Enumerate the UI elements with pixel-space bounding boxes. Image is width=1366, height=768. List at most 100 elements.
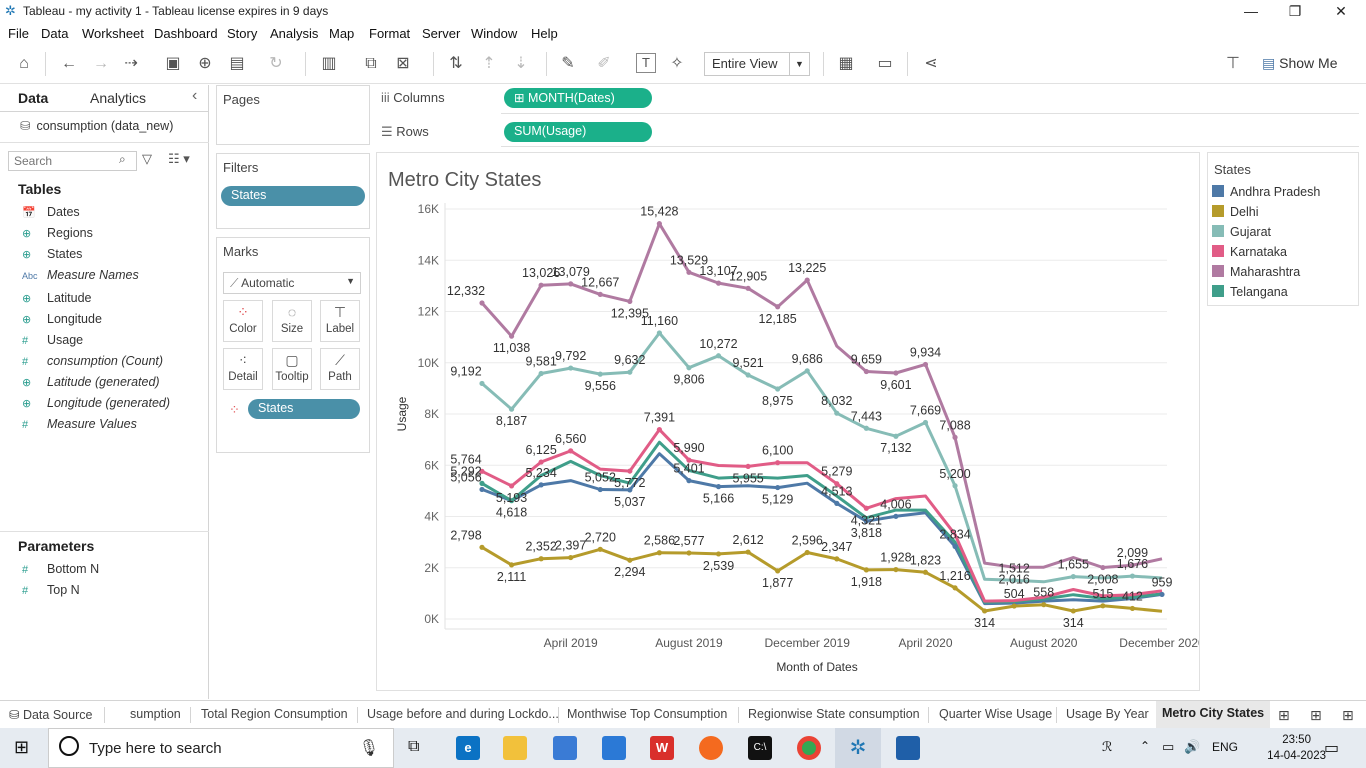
restore-button[interactable]: ❐ [1288, 3, 1302, 19]
new-data-source-icon[interactable]: ⊕ [198, 55, 212, 72]
volume-icon[interactable]: 🔊 [1184, 739, 1201, 754]
pages-card[interactable]: Pages [216, 85, 370, 145]
detail-button[interactable]: ⁖ Detail [223, 348, 263, 390]
sheet-tab[interactable]: sumption [130, 707, 181, 721]
menu-worksheet[interactable]: Worksheet [82, 26, 144, 41]
field-measure-names[interactable]: Abc Measure Names [22, 268, 139, 282]
search-input[interactable] [8, 151, 137, 171]
clock[interactable]: 23:50 14-04-2023 [1267, 732, 1326, 764]
tableau-taskbar-icon[interactable]: ✲ [849, 737, 867, 759]
menu-analysis[interactable]: Analysis [270, 26, 319, 41]
label-button[interactable]: ⊤ Label [320, 300, 360, 342]
file-explorer-icon[interactable] [503, 736, 527, 760]
sheet-tab[interactable]: Total Region Consumption [201, 707, 348, 721]
menu-server[interactable]: Server [422, 26, 461, 41]
field-usage[interactable]: # Usage [22, 333, 84, 347]
legend-item-gujarat[interactable]: Gujarat [1212, 225, 1271, 243]
mark-type-dropdown[interactable]: ⟋ Automatic ▼ [223, 272, 361, 294]
sort-descending-icon[interactable]: ⇣ [514, 55, 528, 72]
legend-item-karnataka[interactable]: Karnataka [1212, 245, 1287, 263]
menu-window[interactable]: Window [471, 26, 518, 41]
taskbar-search[interactable]: Type here to search 🎙 [48, 728, 394, 768]
path-button[interactable]: ⟋ Path [320, 348, 360, 390]
pin-icon[interactable]: ✧ [670, 55, 684, 72]
field-latitude[interactable]: ⊕ Latitude [22, 291, 92, 305]
save-icon[interactable]: ▣ [165, 55, 181, 72]
minimize-button[interactable]: — [1244, 3, 1258, 19]
field-longitude-generated[interactable]: ⊕ Longitude (generated) [22, 396, 171, 410]
menu-story[interactable]: Story [227, 26, 258, 41]
sheet-tab[interactable]: Regionwise State consumption [748, 707, 920, 721]
menu-data[interactable]: Data [41, 26, 69, 41]
replay-icon[interactable]: ⇢ [124, 55, 138, 72]
wps-office-icon[interactable]: W [650, 736, 674, 760]
line-chart[interactable]: Metro City States 0K 2K 4K 6K 8K 10K 12K 14K 16K A… [377, 153, 1205, 690]
filter-icon[interactable]: ▽ [142, 151, 152, 166]
windows-start-icon[interactable]: ⊞ [14, 737, 30, 757]
share-icon[interactable]: ⋖ [924, 55, 938, 72]
menu-file[interactable]: File [8, 26, 29, 41]
tooltip-button[interactable]: ▢ Tooltip [272, 348, 312, 390]
sort-ascending-icon[interactable]: ⇡ [482, 55, 496, 72]
mail-icon[interactable] [602, 736, 626, 760]
chrome-icon[interactable] [797, 736, 821, 760]
tab-analytics[interactable]: Analytics [90, 90, 147, 106]
firefox-icon[interactable] [699, 736, 723, 760]
chevron-up-icon[interactable]: ⌃ [1140, 739, 1151, 753]
columns-pill[interactable]: ⊞ MONTH(Dates) [504, 88, 652, 108]
refresh-icon[interactable]: ↻ [269, 55, 283, 72]
close-button[interactable]: ✕ [1335, 3, 1347, 19]
field-consumption-count[interactable]: # consumption (Count) [22, 354, 164, 368]
swap-icon[interactable]: ⇅ [449, 55, 463, 72]
new-datasource-tab-icon[interactable]: ⊞ [1278, 707, 1290, 723]
legend-item-andhra-pradesh[interactable]: Andhra Pradesh [1212, 185, 1320, 203]
sheet-tab[interactable]: Quarter Wise Usage [939, 707, 1053, 721]
pause-updates-icon[interactable]: ▤ [229, 55, 245, 72]
terminal-icon[interactable]: C:\ [748, 736, 772, 760]
home-icon[interactable]: ⌂ [19, 55, 29, 72]
undo-icon[interactable]: ← [61, 55, 77, 72]
parameter-bottom-n[interactable]: # Bottom N [22, 562, 100, 576]
filters-card[interactable]: Filters States [216, 153, 370, 229]
collapse-pane-icon[interactable]: ‹ [192, 87, 198, 104]
clear-sheet-icon[interactable]: ⊠ [396, 55, 410, 72]
datasource-item[interactable]: ⛁ consumption (data_new) [20, 118, 173, 133]
data-source-tab[interactable]: ⛁ Data Source [9, 707, 92, 722]
presentation-mode-icon[interactable]: ▭ [877, 55, 893, 72]
sheet-tab[interactable]: Usage before and during Lockdo... [367, 707, 559, 721]
new-dashboard-icon[interactable]: ⊞ [1310, 707, 1322, 723]
language-indicator[interactable]: ENG [1212, 740, 1239, 754]
show-cards-icon[interactable]: ▦ [838, 55, 854, 72]
show-me-button[interactable]: ▤ Show Me [1262, 55, 1337, 72]
sheet-tab[interactable]: Monthwise Top Consumption [567, 707, 728, 721]
parameter-top-n[interactable]: # Top N [22, 583, 80, 597]
new-story-icon[interactable]: ⊞ [1342, 707, 1354, 723]
menu-map[interactable]: Map [329, 26, 355, 41]
menu-format[interactable]: Format [369, 26, 411, 41]
legend-item-maharashtra[interactable]: Maharashtra [1212, 265, 1300, 283]
menu-dashboard[interactable]: Dashboard [154, 26, 218, 41]
task-view-icon[interactable]: ⧉ [408, 738, 420, 755]
notifications-icon[interactable]: ▭ [1324, 740, 1340, 757]
store-icon[interactable] [553, 736, 577, 760]
network-icon[interactable]: ▭ [1162, 739, 1175, 754]
menu-help[interactable]: Help [531, 26, 558, 41]
field-regions[interactable]: ⊕ Regions [22, 226, 93, 240]
field-dates[interactable]: 📅 Dates [22, 205, 80, 219]
marks-states-pill[interactable]: States [248, 399, 360, 419]
field-longitude[interactable]: ⊕ Longitude [22, 312, 102, 326]
highlight-icon[interactable]: ✎ [561, 55, 575, 72]
color-button[interactable]: ⁘ Color [223, 300, 263, 342]
field-measure-values[interactable]: # Measure Values [22, 417, 137, 431]
rows-pill[interactable]: SUM(Usage) [504, 122, 652, 142]
format-painter-icon[interactable]: ⊤ [1226, 55, 1240, 72]
tab-data[interactable]: Data [18, 90, 49, 106]
legend-item-telangana[interactable]: Telangana [1212, 285, 1288, 303]
size-button[interactable]: ◌ Size [272, 300, 312, 342]
new-worksheet-icon[interactable]: ▥ [321, 55, 337, 72]
show-labels-icon[interactable]: T [636, 53, 656, 73]
duplicate-sheet-icon[interactable]: ⧉ [365, 55, 377, 72]
list-view-icon[interactable]: ☷ ▾ [168, 151, 190, 166]
photos-icon[interactable] [896, 736, 920, 760]
people-icon[interactable]: ℛ [1102, 739, 1113, 754]
